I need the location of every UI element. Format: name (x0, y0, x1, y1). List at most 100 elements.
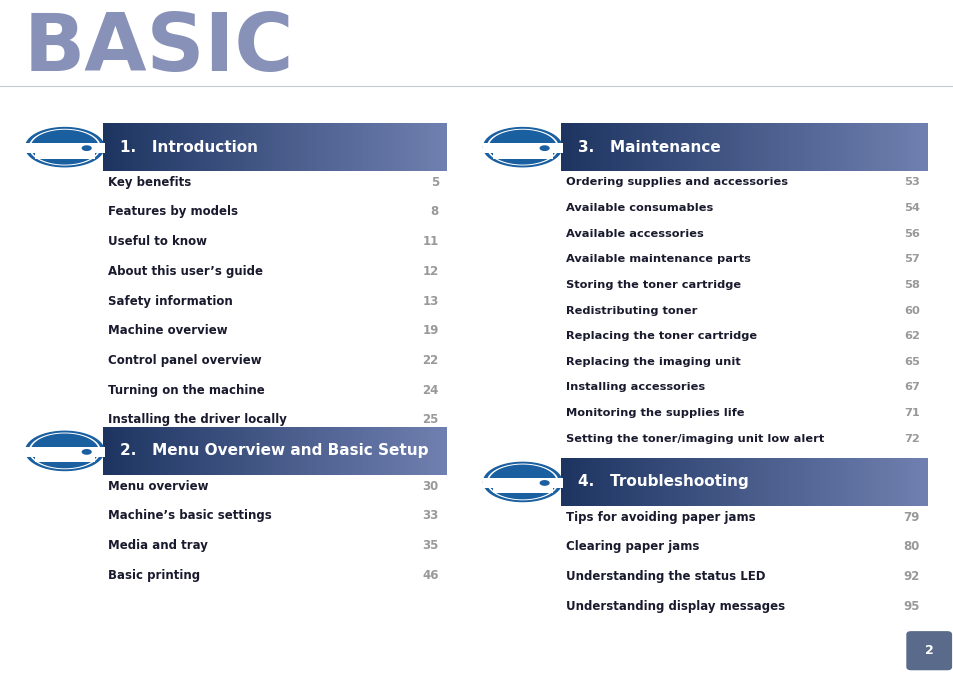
Bar (667, 123, 671, 171)
Bar (220, 123, 224, 171)
Bar (804, 458, 808, 506)
Bar (634, 458, 638, 506)
Bar (297, 123, 301, 171)
Bar (841, 123, 845, 171)
Text: 46: 46 (422, 568, 438, 582)
Bar (326, 427, 330, 475)
Bar (272, 123, 275, 171)
Bar (655, 123, 659, 171)
Bar (174, 123, 178, 171)
Bar (860, 458, 863, 506)
Text: 67: 67 (902, 383, 919, 392)
Bar (292, 123, 295, 171)
Text: Safety information: Safety information (108, 294, 233, 308)
Bar (795, 458, 800, 506)
Polygon shape (31, 434, 98, 468)
Bar (157, 123, 161, 171)
Bar (300, 123, 304, 171)
Bar (734, 458, 738, 506)
Bar (146, 427, 150, 475)
Bar (415, 427, 418, 475)
Bar (591, 458, 595, 506)
Bar (917, 123, 922, 171)
Bar (395, 123, 398, 171)
Text: 12: 12 (422, 265, 438, 278)
Bar (721, 458, 726, 506)
Bar (172, 123, 175, 171)
Bar (792, 123, 796, 171)
Bar (206, 427, 210, 475)
Bar (860, 123, 863, 171)
Bar (856, 458, 861, 506)
Text: 71: 71 (902, 408, 919, 418)
Text: 22: 22 (422, 354, 438, 367)
Bar (786, 123, 790, 171)
Bar (655, 458, 659, 506)
Text: Features by models: Features by models (108, 205, 237, 219)
Bar (716, 123, 720, 171)
Bar (415, 123, 418, 171)
Bar (829, 123, 833, 171)
Bar (369, 123, 373, 171)
Bar (789, 123, 793, 171)
Bar (911, 458, 915, 506)
Bar (783, 458, 787, 506)
Bar (753, 458, 757, 506)
Bar (363, 427, 367, 475)
Bar (853, 458, 857, 506)
Bar (799, 458, 802, 506)
Bar (152, 427, 155, 475)
Bar (482, 478, 562, 488)
Bar (346, 427, 350, 475)
Text: Key benefits: Key benefits (108, 176, 191, 189)
Bar (890, 458, 894, 506)
Bar (581, 458, 585, 506)
Bar (134, 123, 138, 171)
Bar (349, 123, 353, 171)
Bar (737, 123, 741, 171)
Bar (377, 123, 381, 171)
Bar (343, 123, 347, 171)
Bar (314, 427, 318, 475)
Text: Media and tray: Media and tray (108, 539, 208, 552)
Bar (120, 123, 124, 171)
Bar (335, 427, 338, 475)
Bar (25, 447, 105, 457)
Bar (740, 123, 744, 171)
Bar (588, 458, 592, 506)
Bar (240, 427, 244, 475)
Bar (286, 427, 290, 475)
Bar (229, 427, 233, 475)
Bar (420, 427, 424, 475)
Bar (257, 427, 261, 475)
Bar (117, 427, 121, 475)
Bar (688, 123, 692, 171)
Bar (363, 123, 367, 171)
Bar (664, 123, 668, 171)
Bar (756, 123, 760, 171)
Bar (117, 123, 121, 171)
Bar (820, 458, 823, 506)
Text: 95: 95 (902, 599, 919, 613)
Bar (435, 123, 438, 171)
Text: Storing the toner cartridge: Storing the toner cartridge (565, 280, 740, 290)
Bar (606, 458, 610, 506)
Bar (149, 123, 152, 171)
Bar (642, 458, 646, 506)
Bar (756, 458, 760, 506)
Bar (847, 123, 851, 171)
Bar (189, 427, 193, 475)
Bar (706, 123, 711, 171)
Text: 62: 62 (902, 331, 919, 341)
Text: 4.   Troubleshooting: 4. Troubleshooting (578, 475, 748, 489)
Bar (217, 427, 221, 475)
Bar (591, 123, 595, 171)
Polygon shape (483, 128, 561, 167)
Bar (713, 458, 717, 506)
Bar (923, 123, 927, 171)
Text: 65: 65 (902, 357, 919, 367)
Bar (637, 123, 640, 171)
Bar (703, 123, 707, 171)
Text: Available consumables: Available consumables (565, 203, 712, 213)
Bar (140, 427, 144, 475)
